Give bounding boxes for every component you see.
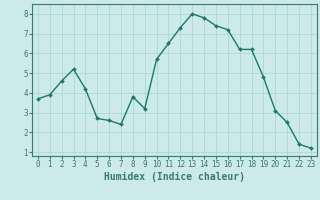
- X-axis label: Humidex (Indice chaleur): Humidex (Indice chaleur): [104, 172, 245, 182]
